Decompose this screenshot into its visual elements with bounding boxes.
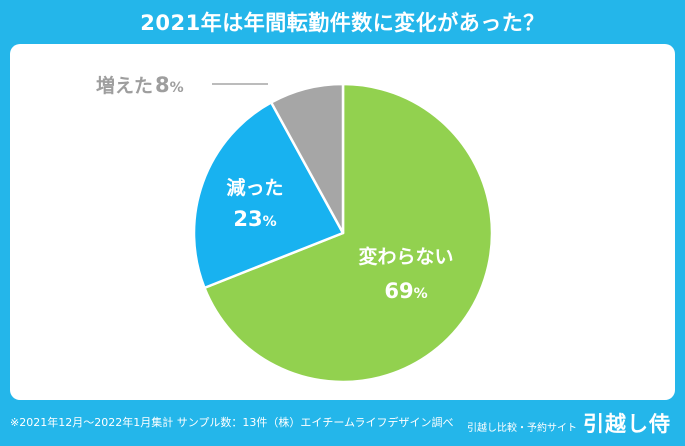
slice-value-0: 69% [384, 279, 427, 303]
slice-label-0: 変わらない [358, 245, 453, 268]
brand[interactable]: 引越し比較・予約サイト 引越し侍 [467, 408, 671, 438]
slice-label-1: 減った [226, 176, 283, 199]
slice-label-2: 増えた8% [96, 73, 184, 97]
footnote: ※2021年12月～2022年1月集計 サンプル数：13件（株）エイチームライフ… [10, 416, 454, 429]
pie-slice-0 [203, 82, 494, 384]
chart-title: 2021年は年間転勤件数に変化があった？ [140, 11, 545, 35]
slice-value-1: 23% [233, 207, 276, 231]
brand-logo: 引越し侍 [583, 412, 671, 436]
brand-tagline: 引越し比較・予約サイト [467, 423, 577, 434]
pie-slice-1 [192, 101, 345, 290]
pie-slice-2 [269, 82, 345, 235]
